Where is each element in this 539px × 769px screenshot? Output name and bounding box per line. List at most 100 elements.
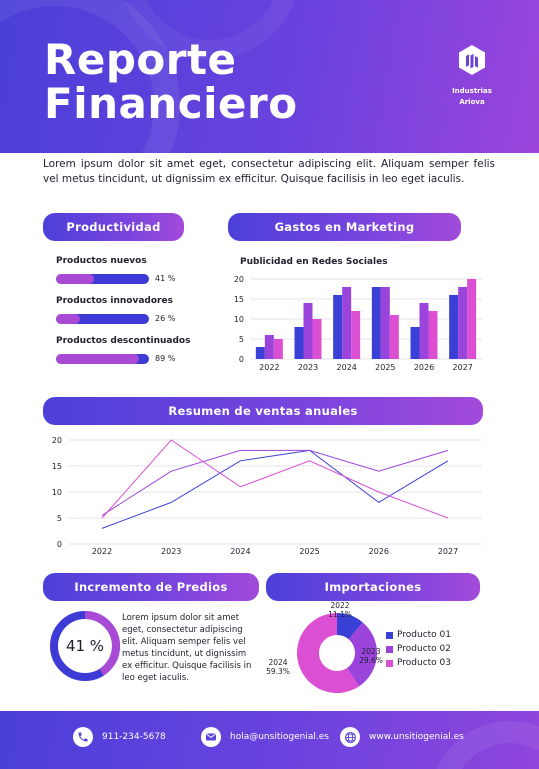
predios-description: Lorem ipsum dolor sit amet eget, consect… [122, 613, 252, 683]
ring-fill [50, 611, 120, 681]
line-chart: 0 5 10 15 20 2022 2023 2024 2025 2026 2027 [52, 436, 482, 556]
series-line [101, 449, 449, 529]
bar [312, 319, 322, 359]
ventas-heading: Resumen de ventas anuales [43, 397, 483, 425]
pie-label-year: 2022 [330, 601, 350, 610]
marketing-heading: Gastos en Marketing [228, 213, 461, 241]
bar [342, 287, 352, 359]
bar-chart: 0 5 10 15 20 2022 2023 2024 2025 2026 2027 [234, 275, 482, 372]
bar [449, 295, 459, 359]
series-line [101, 449, 449, 516]
progress-ring-label: 41 % [65, 637, 105, 655]
x-tick-label: 2025 [299, 547, 319, 556]
y-tick-label: 15 [234, 295, 244, 304]
x-tick-label: 2022 [92, 547, 112, 556]
x-tick-label: 2026 [369, 547, 389, 556]
bar [371, 287, 381, 359]
y-tick-label: 20 [234, 275, 244, 284]
progress-bar-fill [56, 314, 81, 324]
x-tick-label: 2023 [298, 363, 318, 372]
y-tick-label: 10 [52, 488, 62, 497]
y-tick-label: 0 [57, 540, 62, 549]
bar [333, 295, 343, 359]
progress-percent: 41 % [155, 274, 176, 283]
hexagon-logo-icon [459, 45, 485, 75]
y-tick-label: 5 [239, 335, 244, 344]
brand-name-line-1: Industrias [452, 87, 492, 95]
page-title: Reporte Financiero [44, 38, 298, 126]
bar [467, 279, 477, 359]
brand-name-line-2: Ariova [459, 98, 485, 106]
footer-banner: 911-234-5678 hola@unsitiogenial.es www.u… [0, 711, 539, 769]
legend-swatch [386, 631, 393, 639]
x-tick-label: 2025 [375, 363, 395, 372]
bar [458, 287, 468, 359]
pie-label-year: 2023 [361, 647, 381, 656]
bar-chart-title: Publicidad en Redes Sociales [240, 257, 388, 267]
globe-icon [340, 727, 360, 747]
phone-icon [73, 727, 93, 747]
donut-pie-chart [297, 613, 377, 693]
header-banner: Reporte Financiero Industrias Ariova [0, 0, 539, 153]
bar [351, 311, 361, 359]
pie-label-value: 29.6% [359, 656, 383, 665]
phone-number: 911-234-5678 [102, 732, 166, 742]
email-address: hola@unsitiogenial.es [230, 732, 329, 742]
progress-bar [56, 354, 149, 364]
y-tick-label: 0 [239, 355, 244, 364]
productividad-heading: Productividad [43, 213, 184, 241]
pie-label-2022: 2022 11.1% [322, 601, 358, 619]
company-logo: Industrias Ariova [444, 44, 500, 108]
y-tick-label: 5 [57, 514, 62, 523]
bar [419, 303, 429, 359]
bar [255, 347, 265, 359]
legend-swatch [386, 645, 393, 653]
x-tick-label: 2022 [259, 363, 279, 372]
pie-label-2023: 2023 29.6% [355, 647, 387, 665]
bar [428, 311, 438, 359]
y-tick-label: 15 [52, 462, 62, 471]
bar [294, 327, 304, 359]
importaciones-heading: Importaciones [266, 573, 480, 601]
bar [389, 315, 399, 359]
title-line-1: Reporte [44, 35, 237, 84]
legend-label: Producto 03 [397, 658, 451, 668]
bar [410, 327, 420, 359]
legend-label: Producto 02 [397, 644, 451, 654]
y-tick-label: 10 [234, 315, 244, 324]
pie-label-value: 59.3% [266, 667, 290, 676]
title-line-2: Financiero [44, 79, 298, 128]
x-tick-label: 2027 [438, 547, 458, 556]
progress-bar [56, 314, 149, 324]
productividad-item-label: Productos descontinuados [56, 336, 191, 346]
pie-legend: Producto 01 Producto 02 Producto 03 [386, 628, 451, 670]
legend-label: Producto 01 [397, 630, 451, 640]
progress-percent: 89 % [155, 354, 176, 363]
pie-label-value: 11.1% [328, 610, 352, 619]
legend-item: Producto 03 [386, 656, 451, 670]
contact-phone[interactable]: 911-234-5678 [73, 727, 166, 747]
bar [273, 339, 283, 359]
x-tick-label: 2026 [414, 363, 434, 372]
website-url: www.unsitiogenial.es [369, 732, 464, 742]
predios-heading: Incremento de Predios [43, 573, 259, 601]
x-tick-label: 2024 [230, 547, 250, 556]
progress-percent: 26 % [155, 314, 176, 323]
pie-label-2024: 2024 59.3% [262, 658, 294, 676]
contact-email[interactable]: hola@unsitiogenial.es [201, 727, 329, 747]
contact-web[interactable]: www.unsitiogenial.es [340, 727, 464, 747]
pie-slice [346, 622, 377, 687]
pie-slice [337, 613, 363, 640]
bar [380, 287, 390, 359]
legend-item: Producto 01 [386, 628, 451, 642]
legend-swatch [386, 659, 393, 667]
bar [303, 303, 313, 359]
series-line [101, 439, 449, 519]
pie-label-year: 2024 [268, 658, 288, 667]
progress-bar [56, 274, 149, 284]
x-tick-label: 2023 [161, 547, 181, 556]
email-icon [201, 727, 221, 747]
bar [264, 335, 274, 359]
y-tick-label: 20 [52, 436, 62, 445]
pie-slice [297, 613, 360, 693]
